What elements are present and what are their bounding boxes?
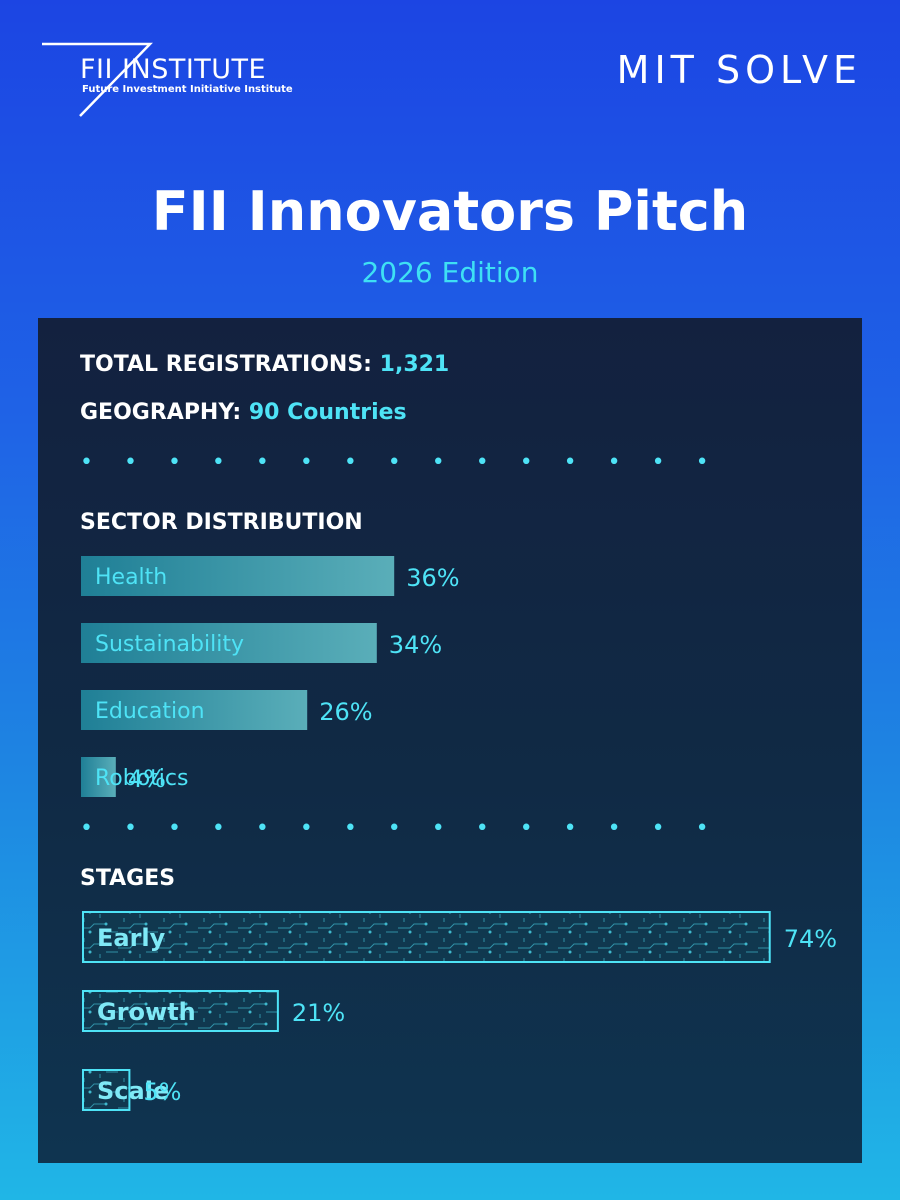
stage-value-label: 74%: [784, 925, 837, 953]
geography-value: 90 Countries: [248, 400, 407, 425]
sector-value-label: 36%: [406, 564, 459, 592]
edition-subtitle: 2026 Edition: [361, 256, 539, 289]
sector-bar-sustainability: [81, 623, 377, 663]
sector-category-label: Robotics: [95, 766, 188, 791]
sector-bar-education: [81, 690, 308, 730]
fii-logo-title: FII INSTITUTE: [80, 54, 267, 85]
sector-value-label: 34%: [389, 631, 442, 659]
geography-stat: GEOGRAPHY: 90 Countries: [80, 400, 407, 425]
dotted-divider: • • • • • • • • • • • • • • •: [80, 816, 721, 841]
fii-logo-subtitle: Future Investment Initiative Institute: [82, 84, 293, 95]
registrations-stat: TOTAL REGISTRATIONS: 1,321: [80, 352, 449, 377]
sector-category-label: Education: [95, 699, 205, 724]
registrations-value: 1,321: [379, 352, 450, 377]
sector-value-label: 26%: [319, 698, 372, 726]
sector-category-label: Sustainability: [95, 632, 244, 657]
stage-category-label: Scale: [97, 1077, 169, 1105]
sector-bar-health: [81, 556, 395, 596]
stats-panel: TOTAL REGISTRATIONS: 1,321 GEOGRAPHY: 90…: [38, 318, 862, 1163]
sector-category-label: Health: [95, 565, 167, 590]
geography-label: GEOGRAPHY:: [80, 400, 242, 425]
dotted-divider: • • • • • • • • • • • • • • •: [80, 450, 721, 475]
bar-charts: Health 36% Sustainability 34% Education 26% Ro…: [81, 556, 837, 1111]
stage-category-label: Early: [97, 924, 166, 952]
sector-chart-title: SECTOR DISTRIBUTION: [80, 510, 363, 535]
stages-chart-title: STAGES: [80, 866, 176, 891]
sector-value-label: 4%: [128, 765, 166, 793]
stage-value-label: 5%: [143, 1078, 181, 1106]
stage-value-label: 21%: [292, 999, 345, 1027]
fii-seven-mark-icon: [42, 42, 153, 117]
stage-bar-growth: [82, 990, 279, 1032]
mit-solve-logo: MIT SOLVE: [616, 48, 862, 92]
registrations-label: TOTAL REGISTRATIONS:: [80, 352, 372, 377]
stage-bar-early: [82, 911, 771, 963]
fii-institute-logo: FII INSTITUTE Future Investment Initiati…: [38, 40, 298, 120]
stage-bar-scale: [82, 1069, 131, 1111]
stage-category-label: Growth: [97, 998, 196, 1026]
page-title: FII Innovators Pitch: [151, 180, 749, 243]
sector-bar-robotics: [81, 757, 116, 797]
